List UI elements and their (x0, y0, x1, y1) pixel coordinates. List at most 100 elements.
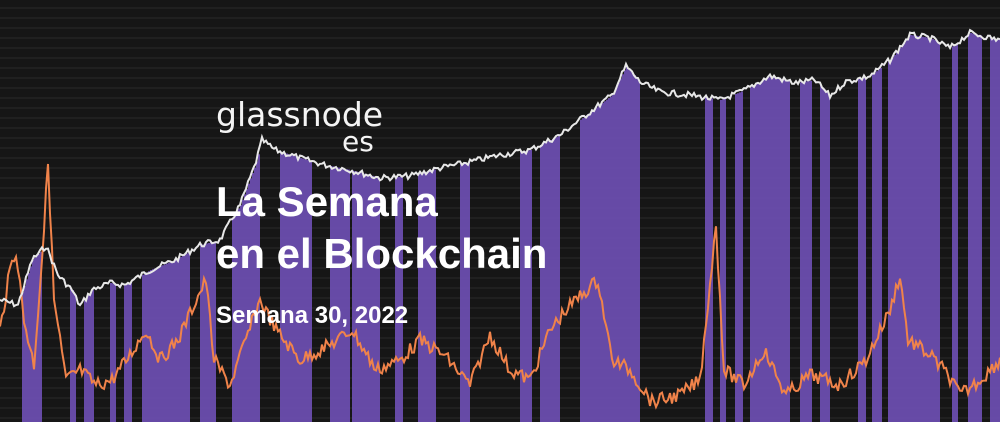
highlight-band (30, 266, 32, 422)
highlight-band (630, 70, 632, 422)
highlight-band (904, 42, 906, 422)
highlight-band (336, 167, 338, 422)
highlight-band (248, 183, 250, 422)
highlight-bands (22, 33, 1000, 422)
highlight-band (737, 93, 739, 422)
highlight-band (762, 80, 764, 422)
highlight-band (600, 104, 602, 422)
highlight-band (70, 287, 72, 422)
highlight-band (614, 90, 616, 422)
highlight-band (526, 150, 528, 422)
highlight-band (828, 93, 830, 422)
highlight-band (705, 97, 707, 422)
highlight-band (930, 38, 932, 422)
highlight-band (956, 43, 958, 422)
highlight-band (590, 112, 592, 422)
highlight-band (252, 173, 254, 422)
highlight-band (992, 38, 994, 422)
highlight-band (399, 176, 401, 422)
highlight-band (709, 98, 711, 422)
highlight-band (724, 98, 726, 422)
highlight-band (74, 294, 76, 422)
highlight-band (750, 87, 752, 422)
highlight-band (524, 151, 526, 422)
highlight-band (978, 34, 980, 422)
highlight-band (864, 77, 866, 422)
highlight-band (918, 36, 920, 422)
highlight-band (250, 178, 252, 422)
highlight-band (952, 46, 954, 422)
highlight-band (178, 258, 180, 422)
highlight-band (558, 136, 560, 422)
highlight-band (344, 168, 346, 422)
highlight-band (898, 50, 900, 422)
highlight-band (214, 241, 216, 422)
highlight-band (707, 97, 709, 422)
highlight-band (420, 173, 422, 422)
highlight-band (110, 283, 112, 422)
highlight-band (996, 39, 998, 422)
highlight-band (786, 80, 788, 422)
highlight-band (874, 72, 876, 422)
highlight-band (741, 91, 743, 422)
highlight-band (756, 83, 758, 422)
highlight-band (936, 41, 938, 422)
highlight-band (142, 274, 144, 422)
highlight-band (148, 271, 150, 422)
highlight-band (206, 243, 208, 422)
highlight-band (556, 137, 558, 422)
highlight-band (368, 174, 370, 422)
highlight-band (914, 35, 916, 422)
highlight-band (426, 171, 428, 422)
highlight-band (286, 153, 288, 422)
highlight-band (24, 285, 26, 422)
highlight-band (166, 263, 168, 422)
highlight-band (584, 116, 586, 422)
highlight-band (924, 37, 926, 422)
highlight-band (546, 142, 548, 422)
highlight-band (880, 68, 882, 422)
highlight-band (334, 166, 336, 422)
highlight-band (358, 172, 360, 422)
highlight-band (624, 70, 626, 422)
highlight-band (32, 260, 34, 422)
highlight-band (582, 118, 584, 422)
highlight-band (888, 61, 890, 422)
highlight-band (554, 138, 556, 422)
highlight-band (596, 107, 598, 422)
highlight-band (876, 71, 878, 422)
highlight-band (800, 82, 802, 422)
highlight-band (932, 39, 934, 422)
highlight-band (520, 151, 522, 422)
highlight-band (878, 69, 880, 422)
highlight-band (824, 89, 826, 422)
highlight-band (760, 81, 762, 422)
highlight-band (928, 37, 930, 422)
highlight-band (204, 244, 206, 422)
highlight-band (890, 60, 892, 422)
highlight-band (972, 33, 974, 422)
highlight-band (346, 169, 348, 422)
highlight-band (636, 77, 638, 422)
highlight-band (908, 37, 910, 422)
highlight-band (916, 35, 918, 422)
highlight-band (158, 266, 160, 422)
highlight-band (788, 81, 790, 422)
highlight-band (780, 78, 782, 422)
highlight-band (428, 171, 430, 422)
highlight-band (434, 169, 436, 422)
highlight-band (352, 170, 354, 422)
highlight-band (462, 163, 464, 422)
highlight-band (306, 159, 308, 422)
highlight-band (548, 141, 550, 422)
highlight-band (968, 34, 970, 422)
highlight-band (156, 267, 158, 422)
highlight-band (238, 208, 240, 422)
highlight-band (598, 105, 600, 422)
highlight-band (308, 160, 310, 422)
highlight-band (934, 40, 936, 422)
highlight-band (610, 96, 612, 422)
highlight-band (360, 172, 362, 422)
highlight-band (126, 284, 128, 422)
